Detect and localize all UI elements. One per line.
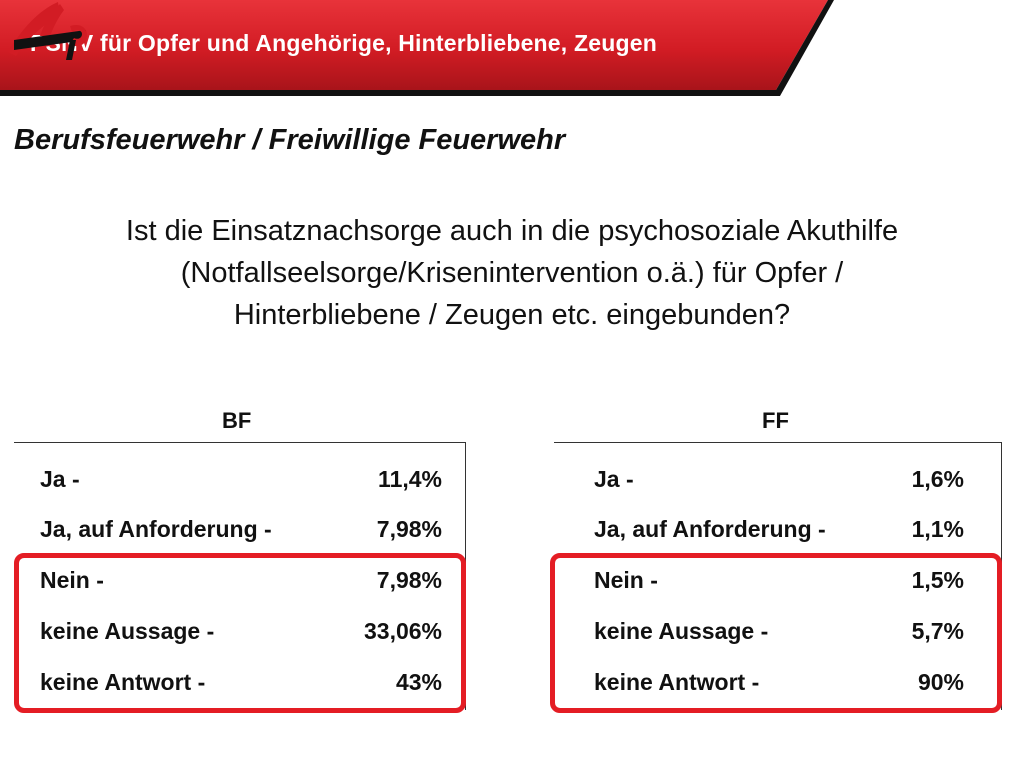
table-row: keine Aussage - 33,06% [40,606,442,656]
row-label: Ja, auf Anforderung - [594,515,826,542]
header-background [0,0,834,96]
feuerwehr-logo-icon [8,2,88,60]
row-label: keine Aussage - [40,617,215,644]
question-line: Ist die Einsatznachsorge auch in die psy… [125,215,899,247]
row-value: 5,7% [911,617,964,644]
row-value: 43% [395,668,442,695]
row-label: keine Aussage - [594,617,769,644]
table-row: keine Antwort - 90% [594,657,964,707]
row-value: 90% [917,668,964,695]
row-value: 11,4% [378,465,442,492]
table-row: Nein - 7,98% [40,555,442,605]
header-title: PSNV für Opfer und Angehörige, Hinterbli… [30,30,657,56]
table-row: Ja - 11,4% [40,454,442,504]
table-row: Ja, auf Anforderung - 1,1% [594,504,964,554]
table-row: Ja - 1,6% [594,454,964,504]
row-label: keine Antwort - [40,668,206,695]
survey-question: Ist die Einsatznachsorge auch in die psy… [20,210,1004,336]
row-value: 7,98% [376,515,442,542]
table-row: Ja, auf Anforderung - 7,98% [40,504,442,554]
row-label: Nein - [40,566,104,593]
row-value: 1,6% [911,465,964,492]
header-banner: PSNV für Opfer und Angehörige, Hinterbli… [0,0,1024,100]
bf-column-header: BF [222,408,252,433]
table-row: keine Aussage - 5,7% [594,606,964,656]
row-label: Nein - [594,566,658,593]
question-line: Hinterbliebene / Zeugen etc. eingebunden… [233,299,791,331]
table-row: Nein - 1,5% [594,555,964,605]
ff-column-header: FF [762,408,789,433]
section-subtitle: Berufsfeuerwehr / Freiwillige Feuerwehr [14,124,566,156]
row-label: Ja, auf Anforderung - [40,515,272,542]
bf-highlight-box [14,553,466,713]
question-line: (Notfallseelsorge/Krisenintervention o.ä… [180,257,844,289]
ff-highlight-box [550,553,1002,713]
row-label: Ja - [594,465,634,492]
row-label: Ja - [40,465,80,492]
row-value: 33,06% [363,617,442,644]
table-row: keine Antwort - 43% [40,657,442,707]
row-value: 1,1% [911,515,964,542]
row-value: 1,5% [911,566,964,593]
row-label: keine Antwort - [594,668,760,695]
row-value: 7,98% [376,566,442,593]
